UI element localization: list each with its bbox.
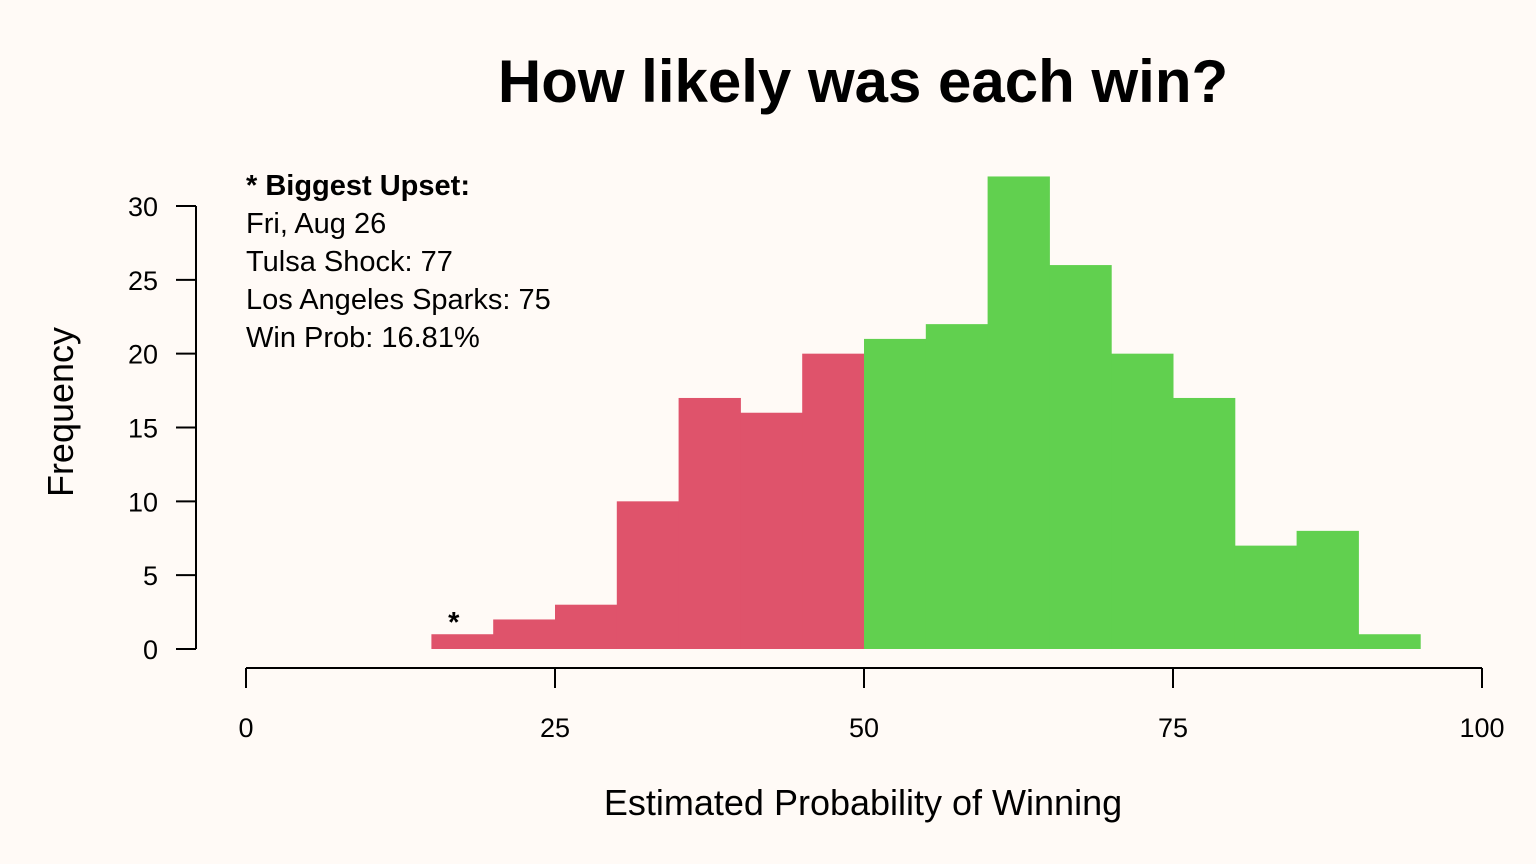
histogram-bar	[1234, 545, 1298, 649]
histogram-bar	[1173, 397, 1236, 649]
upset-annotation: * Biggest Upset: Fri, Aug 26 Tulsa Shock…	[246, 170, 551, 354]
histogram-bar	[925, 324, 989, 649]
x-tick-label: 50	[849, 713, 879, 743]
y-axis: 0 5 10 15 20 25 30	[128, 192, 197, 665]
x-tick-label: 100	[1459, 713, 1504, 743]
x-axis: 0 25 50 75 100	[238, 667, 1505, 743]
y-tick-label: 5	[143, 561, 158, 591]
histogram-bar	[555, 604, 618, 649]
histogram-bar	[987, 176, 1050, 649]
histogram-bar	[802, 353, 865, 649]
y-tick-label: 0	[143, 635, 158, 665]
annotation-date: Fri, Aug 26	[246, 208, 386, 240]
bars-group	[431, 176, 1421, 649]
histogram-bar	[616, 501, 680, 649]
x-tick-label: 25	[540, 713, 570, 743]
chart-title: How likely was each win?	[498, 48, 1228, 115]
x-tick-label: 75	[1158, 713, 1188, 743]
annotation-heading: * Biggest Upset:	[246, 170, 470, 202]
x-axis-label: Estimated Probability of Winning	[604, 782, 1122, 823]
histogram-bar	[431, 634, 494, 649]
histogram-bar	[740, 412, 803, 649]
annotation-winner: Tulsa Shock: 77	[246, 246, 453, 278]
y-tick-label: 30	[128, 192, 158, 222]
x-tick-label: 0	[238, 713, 253, 743]
y-axis-label: Frequency	[40, 327, 81, 497]
annotation-loser: Los Angeles Sparks: 75	[246, 284, 551, 316]
histogram-bar	[1049, 265, 1112, 649]
histogram-bar	[1358, 634, 1421, 649]
upset-marker: *	[448, 607, 460, 639]
histogram-bar	[493, 619, 556, 649]
y-tick-label: 25	[128, 266, 158, 296]
annotation-win-prob: Win Prob: 16.81%	[246, 322, 480, 354]
histogram-bar	[1296, 530, 1359, 649]
histogram-bar	[678, 397, 741, 649]
y-tick-label: 10	[128, 487, 158, 517]
histogram-bar	[1111, 353, 1174, 649]
y-tick-label: 15	[128, 414, 158, 444]
histogram-bar	[864, 338, 927, 649]
y-tick-label: 20	[128, 340, 158, 370]
